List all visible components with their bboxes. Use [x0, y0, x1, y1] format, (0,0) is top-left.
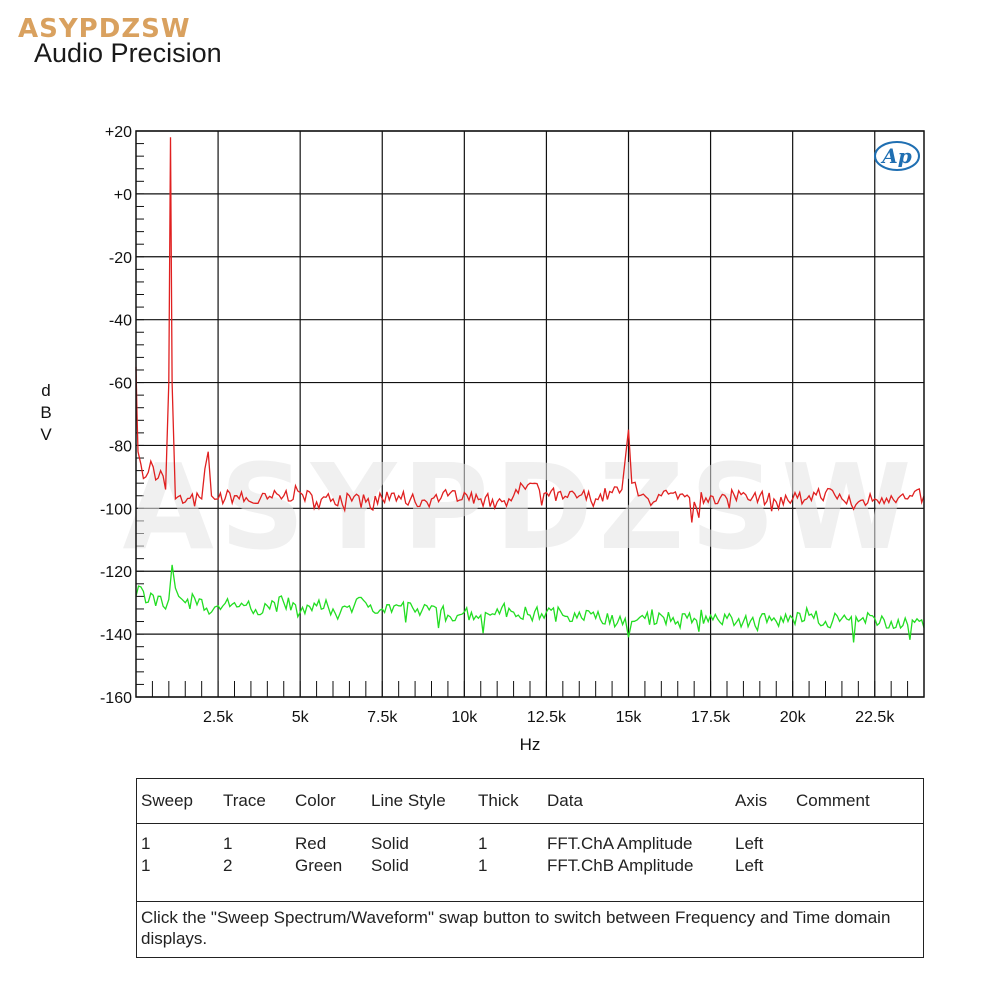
legend-header-line-style: Line Style — [371, 791, 446, 810]
y-tick-label: -140 — [100, 627, 132, 644]
x-axis-label: Hz — [520, 735, 541, 754]
x-tick-label: 7.5k — [367, 709, 398, 726]
legend-cell-axis: Left — [735, 834, 764, 853]
legend-header-axis: Axis — [735, 791, 768, 810]
legend-cell-thick: 1 — [478, 856, 488, 875]
ap-logo-text: Ap — [880, 144, 912, 168]
legend-cell-thick: 1 — [478, 834, 488, 853]
x-tick-label: 12.5k — [527, 709, 567, 726]
y-axis-label-char: V — [40, 425, 52, 444]
legend-cell-line-style: Solid — [371, 856, 409, 875]
legend-cell-color: Red — [295, 834, 327, 853]
legend-cell-axis: Left — [735, 856, 764, 875]
y-axis-label-char: d — [41, 381, 50, 400]
legend-cell-sweep: 1 — [141, 834, 151, 853]
y-tick-label: -80 — [109, 438, 132, 455]
y-tick-label: -40 — [109, 313, 132, 330]
y-tick-label: -60 — [109, 376, 132, 393]
legend-header-sweep: Sweep — [141, 791, 193, 810]
chart-watermark: ASYPDZSW — [123, 438, 918, 576]
y-tick-label: -120 — [100, 564, 132, 581]
x-tick-label: 15k — [616, 709, 643, 726]
x-tick-labels: 2.5k 5k 7.5k 10k 12.5k 15k 17.5k 20k 22.5k — [203, 709, 895, 726]
y-tick-label: +20 — [105, 124, 132, 141]
x-tick-label: 20k — [780, 709, 807, 726]
legend-header-trace: Trace — [223, 791, 266, 810]
legend-cell-line-style: Solid — [371, 834, 409, 853]
series-1-line — [135, 137, 925, 523]
legend-cell-sweep: 1 — [141, 856, 151, 875]
y-axis-label: dBV — [40, 381, 52, 444]
y-tick-label: +0 — [114, 187, 132, 204]
brand-watermark-text: ASYPDZSW — [18, 14, 191, 44]
legend-cell-trace: 1 — [223, 834, 233, 853]
y-tick-label: -160 — [100, 690, 132, 707]
x-tick-label: 5k — [292, 709, 310, 726]
legend-header-comment: Comment — [796, 791, 870, 810]
legend-cell-trace: 2 — [223, 856, 233, 875]
chart-series — [135, 137, 925, 643]
legend-note: Click the "Sweep Spectrum/Waveform" swap… — [141, 908, 891, 948]
legend-cell-data: FFT.ChB Amplitude — [547, 856, 694, 875]
legend-header-thick: Thick — [478, 791, 519, 810]
x-tick-label: 22.5k — [855, 709, 895, 726]
x-tick-label: 10k — [451, 709, 478, 726]
legend-cell-data: FFT.ChA Amplitude — [547, 834, 693, 853]
y-tick-label: -20 — [109, 250, 132, 267]
legend-cell-color: Green — [295, 856, 343, 875]
x-tick-label: 2.5k — [203, 709, 234, 726]
legend-header-row: Sweep Trace Color Line Style Thick Data … — [137, 779, 923, 824]
legend-rows: 1 1 Red Solid 1 FFT.ChA Amplitude Left 1… — [137, 823, 923, 902]
trace-legend-table: Sweep Trace Color Line Style Thick Data … — [136, 778, 924, 958]
series-2-line — [135, 564, 925, 643]
app-title: Audio Precision — [34, 38, 222, 68]
legend-header-color: Color — [295, 791, 336, 810]
y-axis-label-char: B — [40, 403, 51, 422]
legend-header-data: Data — [547, 791, 583, 810]
y-tick-label: -100 — [100, 501, 132, 518]
fft-chart: ASYPDZSW +20 +0 -20 -40 -60 -80 -100 -120 -140 -1… — [40, 124, 925, 754]
y-tick-labels: +20 +0 -20 -40 -60 -80 -100 -120 -140 -160 — [100, 124, 132, 707]
x-tick-label: 17.5k — [691, 709, 731, 726]
plot-frame — [135, 130, 925, 698]
ap-logo: Ap — [872, 138, 922, 179]
